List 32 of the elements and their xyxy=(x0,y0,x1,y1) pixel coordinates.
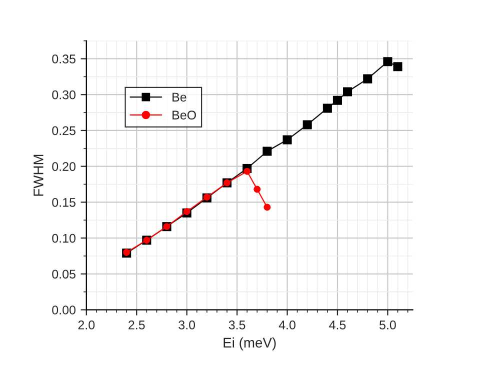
x-tick-label: 3.0 xyxy=(178,320,196,330)
point xyxy=(332,96,342,105)
y-tick-label: 0.00 xyxy=(52,306,76,314)
point xyxy=(264,204,271,211)
point xyxy=(322,104,332,113)
x-tick-label: 5.0 xyxy=(380,320,396,330)
legend-label: Be xyxy=(172,92,186,102)
y-tick-label: 0.20 xyxy=(52,162,76,171)
point xyxy=(363,74,372,84)
x-tick-label: 4.5 xyxy=(329,320,346,330)
y-tick-label: 0.10 xyxy=(52,234,76,243)
legend-label: BeO xyxy=(172,110,196,120)
point xyxy=(282,135,292,144)
y-axis-title: FWHM xyxy=(34,154,44,196)
y-tick-label: 0.05 xyxy=(52,270,76,279)
point xyxy=(393,62,402,72)
x-axis-title: Ei (meV) xyxy=(224,337,276,350)
point xyxy=(244,168,251,175)
point xyxy=(262,146,272,156)
x-tick-label: 2.0 xyxy=(78,320,95,330)
y-tick-label: 0.35 xyxy=(52,54,76,64)
x-tick-label: 3.5 xyxy=(228,320,246,330)
x-tick-label: 4.0 xyxy=(278,320,296,330)
x-tick-label: 2.5 xyxy=(128,320,145,330)
y-tick-label: 0.15 xyxy=(52,198,76,207)
point xyxy=(343,87,352,96)
point xyxy=(183,208,190,215)
y-tick-label: 0.25 xyxy=(52,126,76,136)
point xyxy=(302,120,312,130)
y-tick-label: 0.30 xyxy=(52,90,76,100)
point xyxy=(254,186,261,193)
point xyxy=(383,57,392,66)
